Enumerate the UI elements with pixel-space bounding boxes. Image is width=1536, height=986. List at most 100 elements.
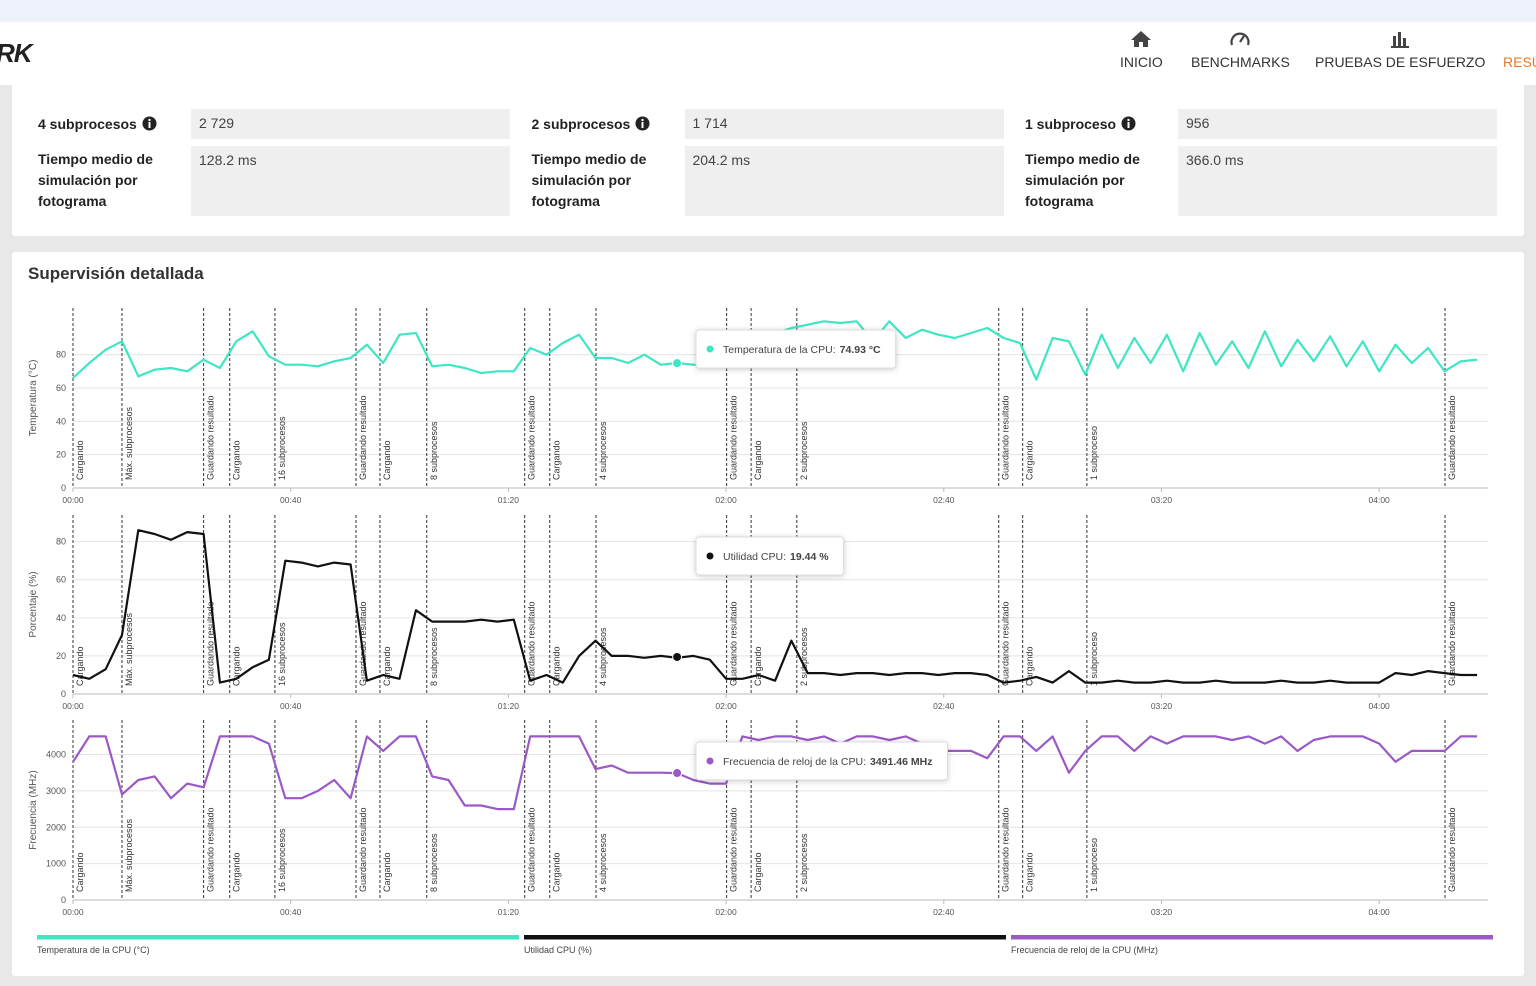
phase-label: Guardando resultado xyxy=(358,395,368,480)
x-tick-label: 02:00 xyxy=(715,907,737,917)
phase-label: Guardando resultado xyxy=(206,807,216,892)
phase-label: Máx. subprocesos xyxy=(124,612,134,686)
phase-label: 4 subprocesos xyxy=(598,833,608,892)
phase-label: Guardando resultado xyxy=(1001,395,1011,480)
phase-label: Guardando resultado xyxy=(729,601,739,686)
info-icon[interactable] xyxy=(142,116,157,131)
x-tick-label: 03:20 xyxy=(1151,701,1173,711)
series-line xyxy=(72,735,1478,811)
label-text: 2 subprocesos xyxy=(531,116,631,132)
label-text: 4 subprocesos xyxy=(38,116,137,132)
x-tick-label: 02:40 xyxy=(933,495,955,505)
y-tick-label: 0 xyxy=(61,689,66,699)
tooltip-text: Temperatura de la CPU: 74.93 °C xyxy=(723,344,881,356)
time-label: Tiempo medio de simulación por fotograma xyxy=(1025,151,1140,209)
phase-label: 8 subprocesos xyxy=(429,627,439,686)
nav-label: INICIO xyxy=(1120,54,1163,70)
phase-label: Guardando resultado xyxy=(527,807,537,892)
x-tick-label: 03:20 xyxy=(1151,907,1173,917)
legend-swatch xyxy=(37,935,519,940)
nav-item[interactable]: INICIO xyxy=(1120,30,1163,70)
x-tick-label: 01:20 xyxy=(498,701,520,711)
time-label: Tiempo medio de simulación por fotograma xyxy=(38,151,153,209)
x-tick-label: 02:40 xyxy=(933,701,955,711)
phase-label: Cargando xyxy=(1025,440,1035,480)
y-tick-label: 40 xyxy=(56,613,66,623)
phase-label: 16 subprocesos xyxy=(277,622,287,686)
tooltip-label: Utilidad CPU: xyxy=(723,551,786,563)
phase-label: Cargando xyxy=(552,646,562,686)
phase-label: Guardando resultado xyxy=(1447,601,1457,686)
legend-swatch xyxy=(524,935,1006,940)
phase-label: Guardando resultado xyxy=(729,395,739,480)
y-tick-label: 0 xyxy=(61,483,66,493)
phase-label: Cargando xyxy=(232,852,242,892)
phase-label: 4 subprocesos xyxy=(598,421,608,480)
tooltip-dot xyxy=(706,552,714,560)
x-tick-label: 00:00 xyxy=(62,907,84,917)
time-value: 204.2 ms xyxy=(684,146,1004,216)
phase-label: Guardando resultado xyxy=(1001,807,1011,892)
phase-label: 2 subprocesos xyxy=(799,833,809,892)
tooltip: Frecuencia de reloj de la CPU: 3491.46 MH… xyxy=(695,741,948,781)
monitoring-card: Supervisión detallada xyxy=(12,252,1524,976)
y-axis-label: Temperatura (°C) xyxy=(28,360,39,437)
phase-label: Cargando xyxy=(232,440,242,480)
y-tick-label: 1000 xyxy=(46,859,66,869)
phase-label: Guardando resultado xyxy=(527,601,537,686)
y-tick-label: 4000 xyxy=(46,750,66,760)
info-icon[interactable] xyxy=(635,116,650,131)
phase-label: Guardando resultado xyxy=(1447,807,1457,892)
x-tick-label: 00:00 xyxy=(62,701,84,711)
threads-label: 1 subproceso xyxy=(1025,114,1136,135)
phase-label: Guardando resultado xyxy=(358,807,368,892)
phase-label: Guardando resultado xyxy=(1001,601,1011,686)
nav-item[interactable]: PRUEBAS DE ESFUERZO xyxy=(1315,30,1485,70)
tooltip-label: Frecuencia de reloj de la CPU: xyxy=(723,756,866,768)
phase-label: 16 subprocesos xyxy=(277,416,287,480)
legend-label: Frecuencia de reloj de la CPU (MHz) xyxy=(1011,945,1158,955)
phase-label: Cargando xyxy=(753,852,763,892)
tooltip-box xyxy=(695,741,948,781)
phase-label: Máx. subprocesos xyxy=(124,818,134,892)
phase-label: Cargando xyxy=(382,852,392,892)
y-tick-label: 60 xyxy=(56,575,66,585)
phase-label: 16 subprocesos xyxy=(277,828,287,892)
legend-label: Utilidad CPU (%) xyxy=(524,945,592,955)
x-tick-label: 00:40 xyxy=(280,907,302,917)
threads-value: 956 xyxy=(1178,109,1497,139)
threads-label: 2 subprocesos xyxy=(532,114,651,135)
nav-item[interactable]: BENCHMARKS xyxy=(1191,30,1290,70)
phase-label: Cargando xyxy=(1025,852,1035,892)
phase-label: 2 subprocesos xyxy=(799,421,809,480)
y-tick-label: 80 xyxy=(56,350,66,360)
legend-swatch xyxy=(1011,935,1493,940)
phase-label: Guardando resultado xyxy=(206,395,216,480)
x-tick-label: 00:40 xyxy=(280,495,302,505)
x-tick-label: 00:40 xyxy=(280,701,302,711)
phase-label: 4 subprocesos xyxy=(598,627,608,686)
info-icon[interactable] xyxy=(1121,116,1136,131)
nav-item[interactable]: RESU xyxy=(1503,30,1536,70)
threads-value: 1 714 xyxy=(684,109,1004,139)
y-tick-label: 20 xyxy=(56,651,66,661)
phase-label: Cargando xyxy=(75,646,85,686)
phase-label: 2 subprocesos xyxy=(799,627,809,686)
phase-label: 1 subproceso xyxy=(1089,632,1099,686)
logo[interactable]: RK xyxy=(0,38,33,68)
y-tick-label: 80 xyxy=(56,537,66,547)
x-tick-label: 02:40 xyxy=(933,907,955,917)
y-tick-label: 60 xyxy=(56,383,66,393)
gauge-icon xyxy=(1230,32,1250,46)
icon-space xyxy=(1511,30,1533,48)
threads-value: 2 729 xyxy=(191,109,510,139)
phase-label: Cargando xyxy=(232,646,242,686)
phase-label: Cargando xyxy=(552,440,562,480)
phase-label: Máx. subprocesos xyxy=(124,406,134,480)
phase-label: 1 subproceso xyxy=(1089,838,1099,892)
phase-label: Cargando xyxy=(552,852,562,892)
tooltip-box xyxy=(695,536,845,576)
phase-label: Cargando xyxy=(753,646,763,686)
hover-point xyxy=(672,768,683,779)
